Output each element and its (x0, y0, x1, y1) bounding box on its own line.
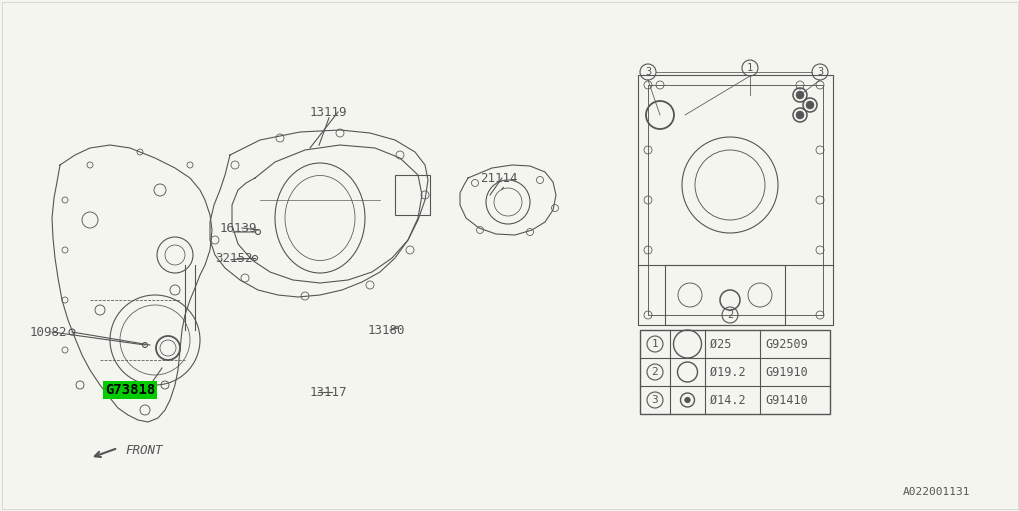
Bar (664, 265, 785, 325)
Text: 2: 2 (727, 310, 733, 320)
Text: 13117: 13117 (310, 385, 347, 399)
Text: 32152: 32152 (215, 251, 253, 265)
Text: 10982: 10982 (30, 326, 67, 338)
Circle shape (805, 101, 813, 109)
Text: Ø19.2: Ø19.2 (709, 365, 745, 379)
Text: 3: 3 (644, 67, 650, 77)
Text: A022001131: A022001131 (902, 487, 969, 497)
Text: 13180: 13180 (368, 323, 406, 337)
Text: 3: 3 (651, 395, 657, 405)
Text: G91910: G91910 (764, 365, 807, 379)
Text: G73818: G73818 (105, 383, 155, 397)
Text: 1: 1 (651, 339, 657, 349)
Circle shape (684, 397, 690, 403)
Circle shape (795, 111, 803, 119)
Bar (637, 75, 833, 325)
Text: G91410: G91410 (764, 393, 807, 406)
Text: 2: 2 (651, 367, 657, 377)
Circle shape (795, 91, 803, 99)
Text: 21114: 21114 (480, 172, 517, 184)
Text: 16139: 16139 (220, 221, 257, 235)
Text: Ø14.2: Ø14.2 (709, 393, 745, 406)
Text: Ø25: Ø25 (709, 337, 731, 351)
Bar (647, 85, 822, 315)
Text: 13119: 13119 (310, 105, 347, 119)
Text: 3: 3 (816, 67, 822, 77)
Text: FRONT: FRONT (125, 444, 162, 456)
Text: 1: 1 (746, 63, 752, 73)
Bar (394, 175, 430, 215)
Text: G92509: G92509 (764, 337, 807, 351)
Bar (639, 330, 829, 414)
